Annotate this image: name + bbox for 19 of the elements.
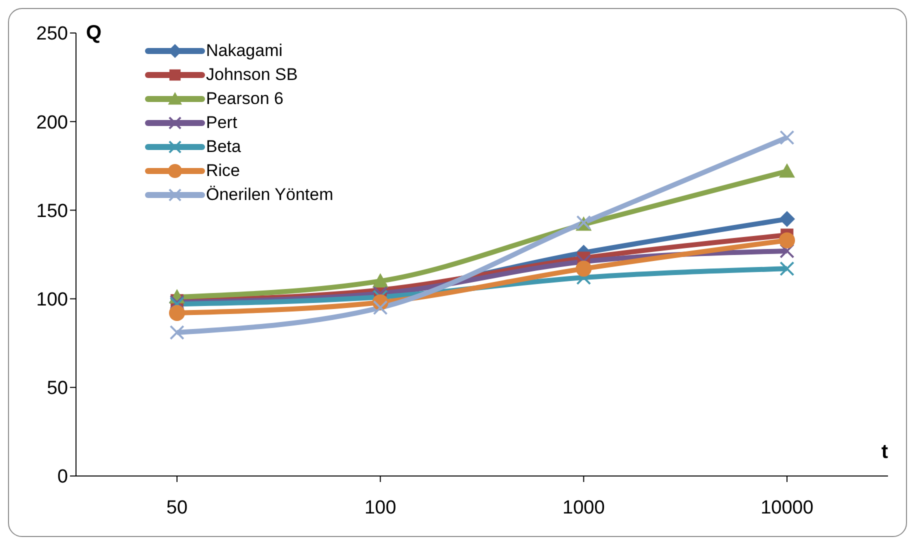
legend-label: Önerilen Yöntem — [206, 185, 334, 205]
legend-label: Rice — [206, 161, 240, 181]
y-tick-label: 250 — [36, 24, 68, 45]
x-tick-label: 50 — [166, 497, 188, 518]
y-tick-label: 0 — [57, 466, 68, 488]
x-tick-label: 10000 — [760, 497, 814, 518]
y-tick-label: 150 — [36, 200, 68, 222]
y-tick-label: 50 — [46, 378, 68, 400]
legend-label: Pearson 6 — [206, 89, 284, 109]
y-axis-title: Q — [86, 22, 102, 44]
y-tick-label: 200 — [36, 112, 68, 134]
legend-label: Johnson SB — [206, 65, 298, 85]
legend-label: Pert — [206, 113, 238, 133]
legend-label: Nakagami — [206, 41, 283, 61]
y-tick-label: 100 — [36, 290, 68, 311]
x-tick-label: 100 — [364, 497, 396, 518]
x-tick-label: 1000 — [562, 497, 605, 518]
x-axis-title: t — [881, 441, 888, 464]
legend-label: Beta — [206, 137, 241, 157]
